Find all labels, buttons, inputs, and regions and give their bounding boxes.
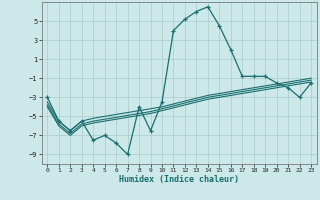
X-axis label: Humidex (Indice chaleur): Humidex (Indice chaleur) — [119, 175, 239, 184]
